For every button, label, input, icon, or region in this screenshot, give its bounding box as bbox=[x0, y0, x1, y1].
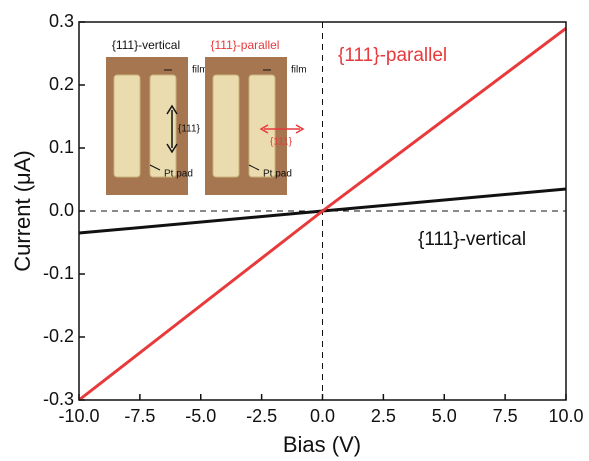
x-tick-label: -7.5 bbox=[124, 406, 155, 426]
x-tick-label: 10.0 bbox=[548, 406, 583, 426]
y-tick-label: 0.3 bbox=[49, 11, 74, 31]
x-tick-label: 2.5 bbox=[371, 406, 396, 426]
inset-pad bbox=[113, 74, 141, 178]
x-tick-label: 7.5 bbox=[493, 406, 518, 426]
inset-direction: {111} bbox=[270, 137, 293, 148]
inset-pad bbox=[248, 74, 276, 178]
inset-pad bbox=[149, 74, 177, 178]
inset-pad-label: Pt pad bbox=[263, 169, 292, 180]
series-label: {111}-vertical bbox=[418, 229, 526, 250]
x-tick-label: 5.0 bbox=[432, 406, 457, 426]
inset-arrowhead bbox=[259, 124, 305, 134]
x-axis-title: Bias (V) bbox=[283, 432, 361, 457]
inset-pointer bbox=[149, 164, 161, 171]
inset-film: film bbox=[291, 65, 307, 76]
inset-film: film bbox=[192, 65, 208, 76]
y-tick-label: 0.1 bbox=[49, 137, 74, 157]
y-tick-label: 0.2 bbox=[49, 74, 74, 94]
inset-arrowhead bbox=[166, 104, 178, 154]
y-tick-label: -0.1 bbox=[43, 263, 74, 283]
inset-pad bbox=[212, 74, 240, 178]
y-tick-label: -0.2 bbox=[43, 326, 74, 346]
x-tick-label: 0.0 bbox=[310, 406, 335, 426]
y-tick-label: 0.0 bbox=[49, 200, 74, 220]
series-label: {111}-parallel bbox=[338, 45, 447, 66]
inset-title: {111}-parallel bbox=[211, 38, 280, 52]
inset-pointer bbox=[248, 164, 260, 171]
y-axis-title: Current (μA) bbox=[10, 150, 35, 271]
x-tick-label: -5.0 bbox=[185, 406, 216, 426]
series-line bbox=[78, 27, 567, 402]
plot-frame bbox=[78, 21, 567, 401]
inset-pad-label: Pt pad bbox=[164, 169, 193, 180]
inset-title: {111}-vertical bbox=[112, 38, 180, 52]
inset-direction: {111} bbox=[178, 124, 201, 135]
x-tick-label: -10.0 bbox=[58, 406, 99, 426]
y-tick-label: -0.3 bbox=[43, 389, 74, 409]
x-tick-label: -2.5 bbox=[246, 406, 277, 426]
